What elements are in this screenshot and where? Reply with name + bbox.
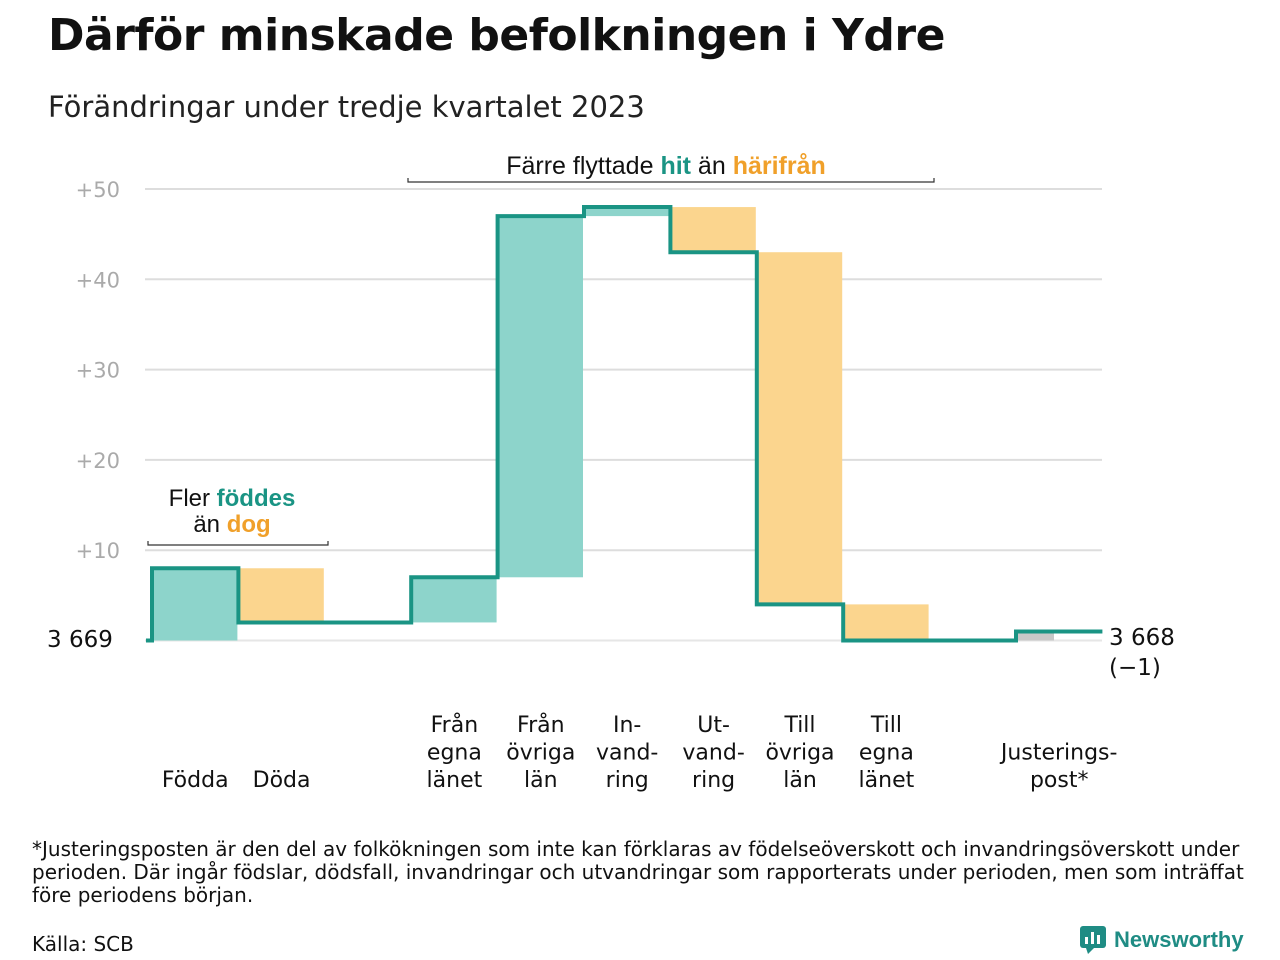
- newsworthy-logo[interactable]: Newsworthy: [1080, 926, 1244, 954]
- category-label: Från: [517, 712, 565, 738]
- end-change-label: (−1): [1109, 655, 1161, 681]
- category-label: län: [783, 768, 817, 793]
- category-label: ring: [606, 768, 649, 793]
- category-label: länet: [427, 768, 483, 793]
- y-tick-label: +50: [76, 178, 120, 202]
- category-label: egna: [427, 741, 482, 766]
- y-tick-label: +10: [76, 539, 120, 563]
- y-tick-label: +40: [76, 268, 120, 292]
- category-label: Från: [431, 712, 479, 738]
- chart-title: Därför minskade befolkningen i Ydre: [48, 10, 945, 61]
- source: Källa: SCB: [32, 932, 134, 956]
- footnote: *Justeringsposten är den del av folkökni…: [32, 837, 1244, 907]
- births-annotation-line2: än dog: [193, 511, 270, 538]
- category-label: In-: [613, 713, 641, 738]
- migration-annotation: Färre flyttade hit än härifrån: [506, 152, 826, 180]
- bar: [757, 252, 843, 605]
- category-label: övriga: [765, 741, 834, 766]
- cumulative-step-line: [146, 205, 1103, 643]
- chart-subtitle: Förändringar under tredje kvartalet 2023: [48, 90, 645, 124]
- bar: [498, 216, 583, 578]
- bar: [1018, 631, 1054, 641]
- category-label: länet: [859, 768, 915, 793]
- logo-text: Newsworthy: [1114, 927, 1244, 952]
- category-label: vand-: [682, 741, 744, 766]
- y-tick-label: +20: [76, 449, 120, 473]
- y-tick-label: +30: [76, 359, 120, 383]
- category-label: övriga: [506, 741, 575, 766]
- migration-bracket: [407, 178, 935, 183]
- births-bracket: [147, 541, 329, 546]
- category-label: Justerings-: [999, 741, 1118, 766]
- category-label: egna: [859, 741, 914, 766]
- category-label: post*: [1030, 768, 1089, 793]
- end-value-label: 3 668: [1109, 625, 1175, 651]
- category-label: Ut-: [697, 713, 730, 738]
- category-label: Till: [870, 713, 902, 738]
- category-label: Döda: [253, 768, 311, 793]
- bar: [671, 207, 756, 253]
- category-label: vand-: [596, 741, 658, 766]
- category-label: Till: [783, 713, 815, 738]
- category-label: ring: [692, 768, 735, 793]
- category-label: Födda: [162, 768, 229, 793]
- bar: [153, 568, 238, 641]
- bar: [844, 604, 929, 641]
- bar: [239, 568, 324, 623]
- category-label: län: [524, 768, 558, 793]
- start-value-label: 3 669: [47, 627, 113, 653]
- bar-chart-icon: [1080, 926, 1106, 954]
- births-annotation-line1: Fler föddes: [169, 485, 296, 512]
- bar: [585, 207, 670, 217]
- bar: [412, 577, 497, 623]
